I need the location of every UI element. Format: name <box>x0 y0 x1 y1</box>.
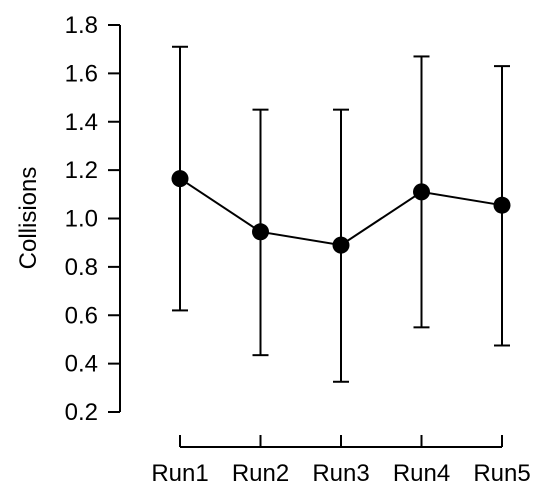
y-tick-label: 0.8 <box>65 254 98 281</box>
data-point <box>252 223 269 241</box>
x-tick-label: Run1 <box>151 460 208 487</box>
error-bars <box>172 45 510 383</box>
y-tick-label: 0.2 <box>65 399 98 426</box>
y-tick-label: 1.4 <box>65 109 98 136</box>
y-tick-label: 1.6 <box>65 60 98 87</box>
x-tick-label: Run5 <box>473 460 530 487</box>
x-tick-label: Run2 <box>232 460 289 487</box>
data-point <box>413 183 430 201</box>
y-tick-label: 0.6 <box>65 302 98 329</box>
y-tick-label: 1.2 <box>65 157 98 184</box>
y-axis: 0.2 0.4 0.6 0.8 1.0 1.2 1.4 1.6 1.8 <box>65 12 121 426</box>
x-axis: Run1 Run2 Run3 Run4 Run5 <box>151 435 531 487</box>
y-tick-label: 1.8 <box>65 12 98 39</box>
data-point <box>493 196 511 214</box>
data-point <box>332 236 350 254</box>
x-tick-label: Run3 <box>312 460 369 487</box>
y-axis-label: Collisions <box>15 167 42 270</box>
data-point <box>171 170 189 188</box>
y-tick-label: 0.4 <box>65 351 98 378</box>
y-tick-label: 1.0 <box>65 206 98 233</box>
x-tick-label: Run4 <box>393 460 450 487</box>
series-group <box>171 170 511 254</box>
